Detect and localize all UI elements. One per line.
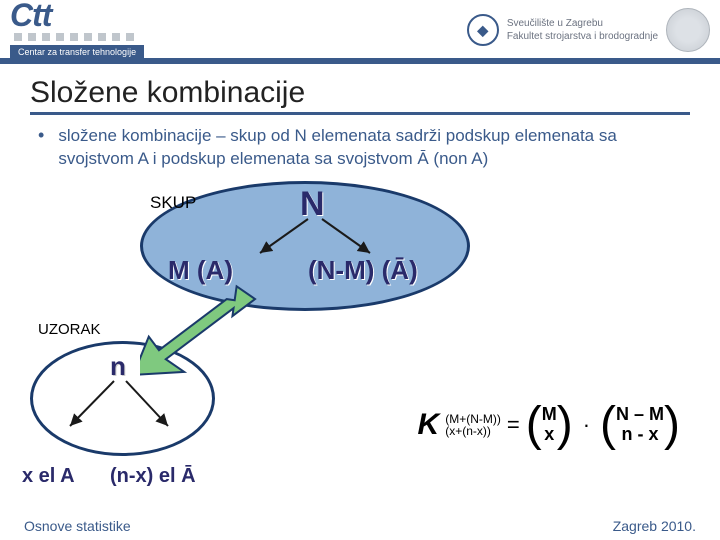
university-text: Sveučilište u Zagrebu Fakultet strojarst… bbox=[507, 17, 658, 43]
bullet-row: • složene kombinacije – skup od N elemen… bbox=[30, 125, 690, 171]
header-right: ◆ Sveučilište u Zagrebu Fakultet strojar… bbox=[467, 8, 710, 52]
M-label: M (A) bbox=[168, 255, 233, 286]
formula: K (M+(N-M)) (x+(n-x)) = ( M x ) · ( N – … bbox=[418, 401, 680, 449]
logo-subtitle: Centar za transfer tehnologije bbox=[10, 45, 144, 59]
logo-block: Ctt Centar za transfer tehnologije bbox=[0, 0, 144, 59]
formula-dot: · bbox=[579, 412, 594, 438]
footer-right: Zagreb 2010. bbox=[613, 518, 696, 534]
skup-label: SKUP bbox=[150, 193, 196, 213]
logo-text: Ctt bbox=[10, 0, 51, 31]
footer-left: Osnove statistike bbox=[24, 518, 131, 534]
slide-header: Ctt Centar za transfer tehnologije ◆ Sve… bbox=[0, 0, 720, 64]
uni-line2: Fakultet strojarstva i brodogradnje bbox=[507, 30, 658, 43]
university-logo-icon: ◆ bbox=[467, 14, 499, 46]
formula-sub: (x+(n-x)) bbox=[445, 425, 501, 437]
b2-bot: n - x bbox=[622, 425, 659, 445]
binom2: ( N – M n - x ) bbox=[600, 401, 680, 449]
formula-eq: = bbox=[507, 412, 520, 438]
bullet-icon: • bbox=[38, 125, 44, 147]
N-label: N bbox=[300, 185, 325, 224]
xA-label: x el A bbox=[22, 465, 75, 488]
slide-title: Složene kombinacije bbox=[30, 76, 690, 115]
university-seal-icon bbox=[666, 8, 710, 52]
b1-bot: x bbox=[544, 425, 554, 445]
uni-line1: Sveučilište u Zagrebu bbox=[507, 17, 658, 30]
formula-K: K bbox=[418, 408, 440, 442]
slide-footer: Osnove statistike Zagreb 2010. bbox=[0, 518, 720, 534]
b1-top: M bbox=[542, 405, 557, 425]
bullet-text: složene kombinacije – skup od N elemenat… bbox=[58, 125, 682, 171]
n-label: n bbox=[110, 351, 126, 382]
decorative-dots bbox=[14, 33, 134, 41]
diagram-area: SKUP N M (A) (N-M) (Ā) UZORAK n x el A (… bbox=[30, 171, 690, 531]
slide-content: Složene kombinacije • složene kombinacij… bbox=[0, 64, 720, 531]
nxA-label: (n-x) el Ā bbox=[110, 465, 196, 488]
NM-label: (N-M) (Ā) bbox=[308, 255, 418, 286]
b2-top: N – M bbox=[616, 405, 664, 425]
binom1: ( M x ) bbox=[526, 401, 573, 449]
uzorak-label: UZORAK bbox=[38, 321, 101, 338]
